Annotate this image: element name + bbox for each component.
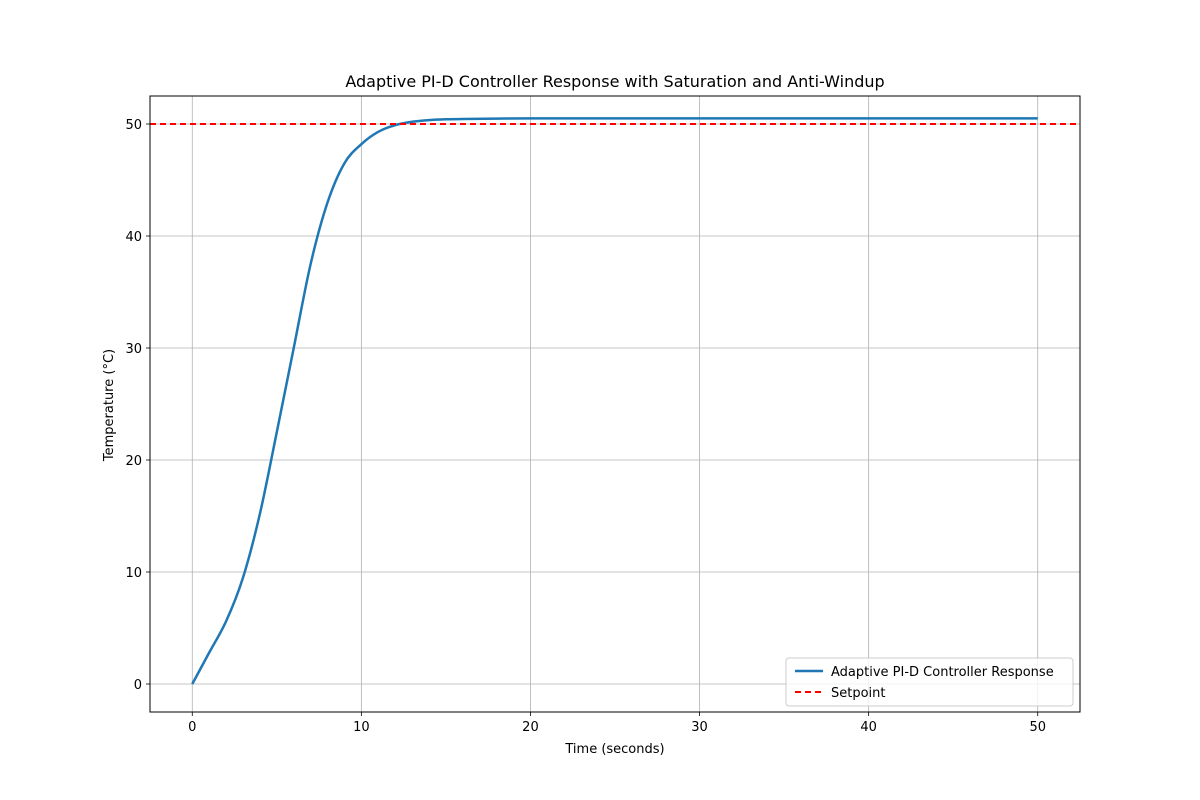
y-tick-label: 10 — [125, 566, 142, 581]
x-tick-label: 50 — [1029, 720, 1046, 735]
x-tick-label: 20 — [522, 720, 539, 735]
y-axis-label: Temperature (°C) — [102, 349, 117, 462]
x-axis-label: Time (seconds) — [564, 742, 664, 757]
y-tick-label: 30 — [125, 342, 142, 357]
legend-box — [785, 657, 1074, 707]
legend: Adaptive PI-D Controller Response Setpoi… — [785, 657, 1074, 707]
series-layer — [150, 117, 1080, 685]
x-tick-label: 0 — [188, 720, 196, 735]
x-tick-label: 40 — [860, 720, 877, 735]
response-line — [191, 117, 1038, 685]
ticks: 0 10 20 30 40 50 0 10 20 30 40 50 — [125, 118, 1046, 735]
y-tick-label: 40 — [125, 230, 142, 245]
grid — [150, 96, 1080, 712]
x-tick-label: 10 — [353, 720, 370, 735]
legend-label-setpoint: Setpoint — [831, 686, 886, 701]
y-tick-label: 20 — [125, 454, 142, 469]
legend-label-response: Adaptive PI-D Controller Response — [831, 665, 1054, 680]
y-tick-label: 50 — [125, 118, 142, 133]
y-tick-label: 0 — [134, 678, 142, 693]
chart-title: Adaptive PI-D Controller Response with S… — [345, 72, 884, 91]
x-tick-label: 30 — [691, 720, 708, 735]
plot-frame — [149, 95, 1081, 713]
